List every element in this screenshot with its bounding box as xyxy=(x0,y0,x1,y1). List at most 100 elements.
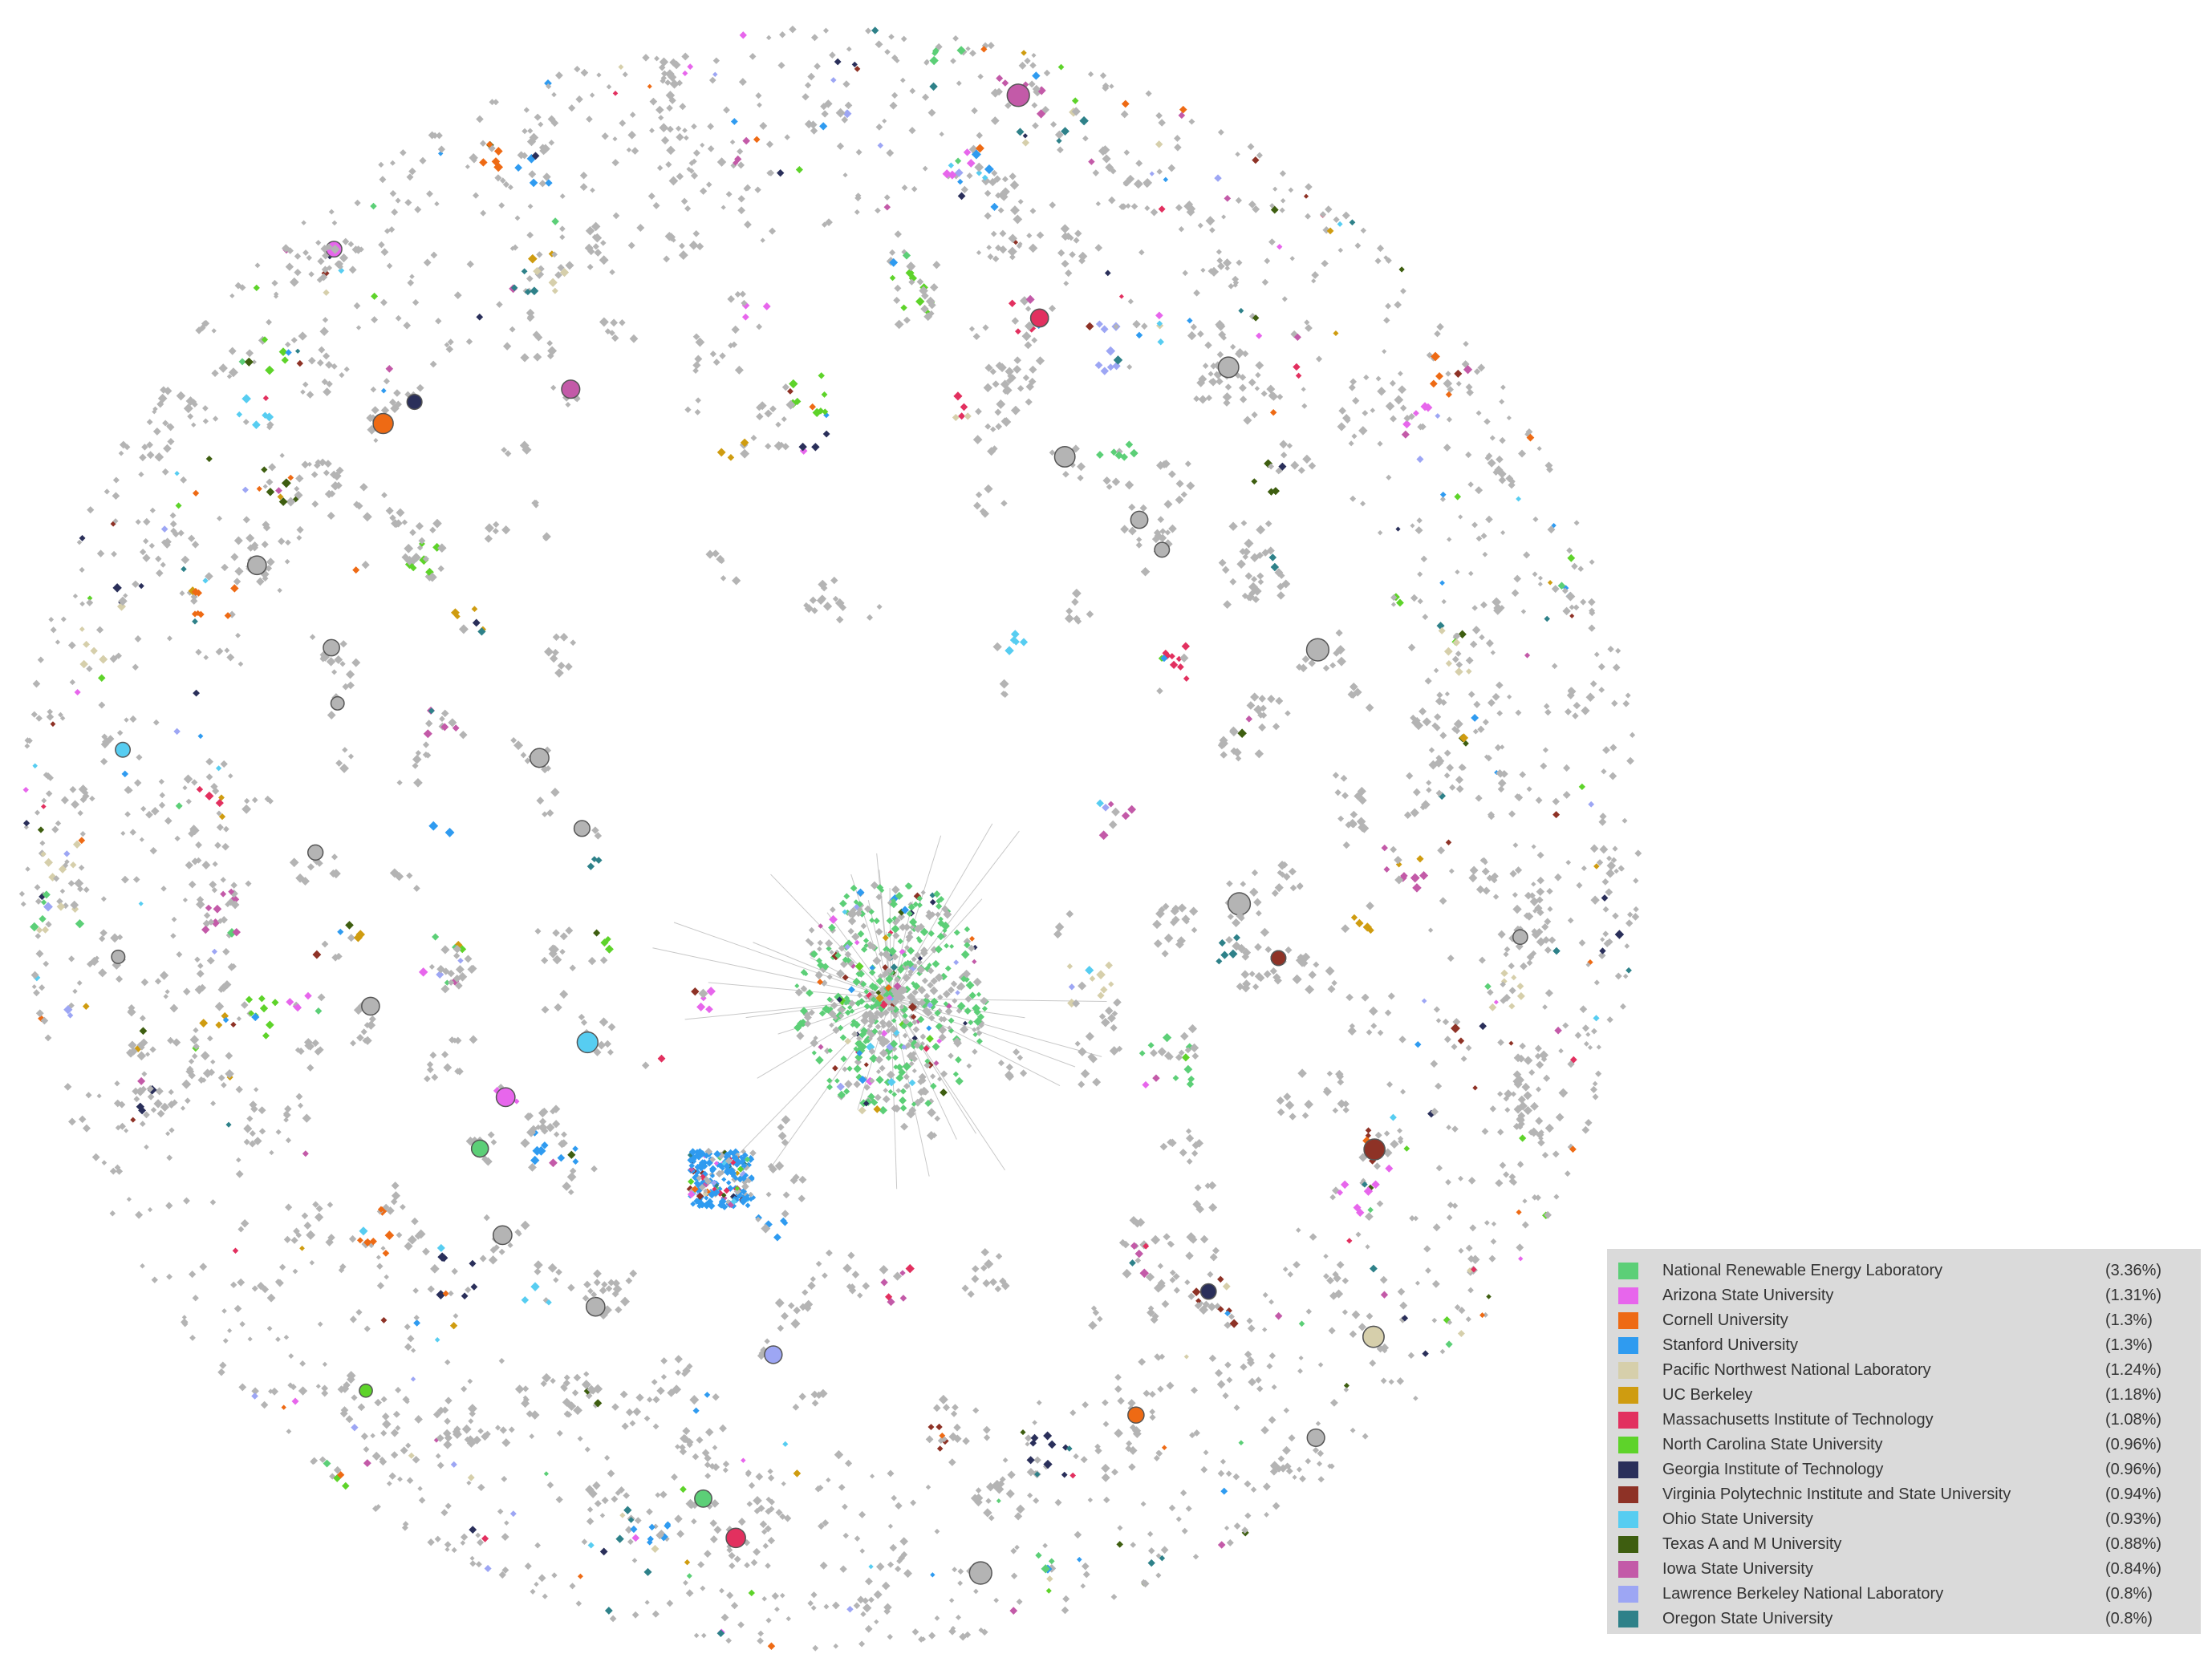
network-node xyxy=(1338,407,1347,415)
network-node xyxy=(803,602,810,609)
network-node xyxy=(630,1526,638,1533)
network-node xyxy=(1240,520,1248,527)
network-node xyxy=(1499,399,1505,405)
network-node xyxy=(979,508,987,515)
network-node xyxy=(672,1384,682,1395)
network-node xyxy=(551,287,558,294)
network-node xyxy=(710,1499,720,1508)
network-node xyxy=(902,1012,908,1019)
network-node xyxy=(1394,301,1402,309)
network-node xyxy=(185,396,196,406)
network-node xyxy=(86,665,93,672)
network-node xyxy=(1225,935,1233,944)
network-node xyxy=(440,984,450,994)
network-node xyxy=(1207,371,1214,377)
network-node xyxy=(413,1319,421,1327)
network-node xyxy=(822,430,830,438)
network-node xyxy=(759,1520,768,1528)
network-node xyxy=(1266,1363,1273,1370)
network-node xyxy=(879,1265,889,1275)
network-node xyxy=(1156,320,1163,327)
network-node xyxy=(875,1055,883,1064)
network-node xyxy=(1422,614,1429,620)
network-node xyxy=(1546,887,1553,895)
network-node xyxy=(1483,754,1490,760)
network-node xyxy=(559,234,566,241)
network-node xyxy=(734,365,744,375)
network-node xyxy=(382,1250,390,1257)
network-node xyxy=(1345,993,1354,1002)
network-node xyxy=(929,82,938,91)
network-node xyxy=(1108,196,1116,205)
network-node xyxy=(246,1115,254,1122)
network-node xyxy=(1431,1108,1439,1117)
network-node xyxy=(1125,1445,1132,1453)
network-node xyxy=(554,1003,562,1012)
network-node xyxy=(1069,1409,1077,1417)
network-node xyxy=(1008,233,1017,244)
network-node xyxy=(1216,257,1224,264)
network-node xyxy=(773,1233,781,1242)
network-node xyxy=(362,1037,369,1044)
network-node xyxy=(652,1396,660,1404)
network-node xyxy=(856,888,865,897)
network-node xyxy=(887,1561,894,1568)
network-node xyxy=(311,500,319,508)
network-node xyxy=(1268,553,1277,561)
network-node xyxy=(858,1075,867,1084)
network-node xyxy=(1061,1471,1068,1478)
network-node xyxy=(1388,1379,1394,1385)
network-node xyxy=(423,729,432,739)
network-node xyxy=(877,1029,883,1036)
network-node xyxy=(912,1026,920,1033)
network-node xyxy=(254,1087,259,1092)
network-node xyxy=(1565,591,1576,602)
network-node xyxy=(762,1542,769,1550)
network-node xyxy=(1593,1015,1600,1022)
network-node xyxy=(1335,645,1345,655)
network-node xyxy=(454,1068,461,1075)
network-node xyxy=(429,360,437,368)
network-node xyxy=(847,1004,853,1011)
network-node xyxy=(1013,214,1023,225)
network-node xyxy=(705,549,715,559)
network-node-hub xyxy=(470,1139,489,1158)
network-node xyxy=(215,798,224,808)
network-node xyxy=(488,1255,498,1265)
network-node xyxy=(327,1202,334,1208)
network-node xyxy=(1496,710,1504,717)
network-node xyxy=(1513,1053,1523,1063)
network-node xyxy=(1357,786,1366,796)
network-node xyxy=(285,262,294,271)
network-node xyxy=(1061,127,1069,136)
network-node xyxy=(745,1176,753,1184)
network-node xyxy=(147,1093,155,1100)
network-node xyxy=(303,1038,313,1047)
network-node xyxy=(395,197,401,204)
network-node xyxy=(935,902,943,910)
network-node xyxy=(1350,378,1357,386)
network-node xyxy=(1613,868,1619,874)
network-node xyxy=(213,904,222,914)
network-node xyxy=(1337,1078,1345,1086)
network-node xyxy=(243,1138,250,1145)
network-node xyxy=(1410,808,1420,817)
network-node xyxy=(241,1219,250,1228)
network-node xyxy=(658,115,664,121)
network-node xyxy=(514,1384,525,1394)
network-node xyxy=(826,1077,833,1084)
network-node xyxy=(1256,551,1264,559)
network-node xyxy=(916,902,923,908)
network-node xyxy=(1127,805,1137,814)
network-node xyxy=(424,752,432,759)
network-node xyxy=(290,1384,297,1391)
network-node xyxy=(1578,939,1586,946)
network-node xyxy=(620,1296,630,1307)
network-node xyxy=(1379,1275,1388,1284)
network-node xyxy=(315,1007,323,1015)
network-node xyxy=(942,1404,951,1412)
network-node xyxy=(1027,1492,1033,1498)
network-node xyxy=(1458,1175,1463,1182)
network-node xyxy=(217,986,225,993)
network-node xyxy=(932,47,940,55)
